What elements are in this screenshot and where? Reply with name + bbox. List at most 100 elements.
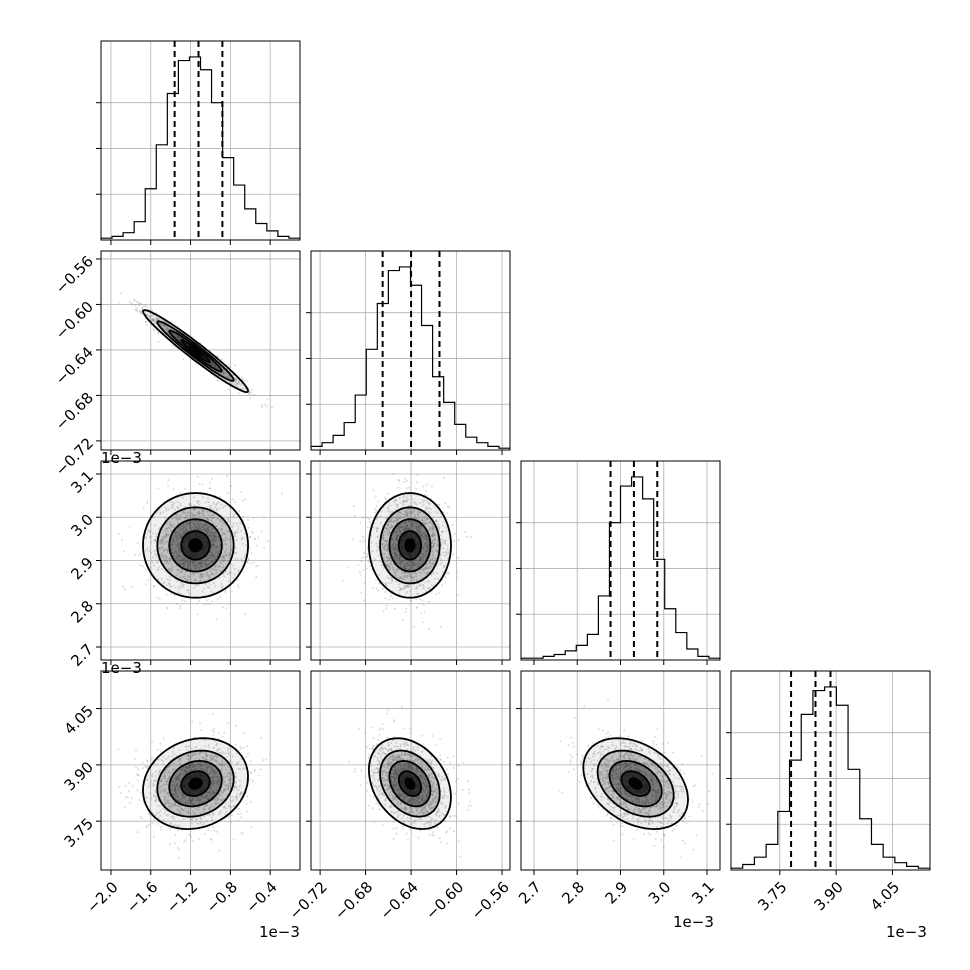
scatter-point: [191, 754, 194, 757]
scatter-point: [421, 532, 424, 535]
scatter-point: [164, 325, 167, 328]
scatter-point: [181, 584, 184, 587]
scatter-point: [397, 589, 400, 592]
scatter-point: [230, 377, 233, 380]
scatter-point: [193, 803, 195, 805]
scatter-point: [457, 593, 460, 596]
scatter-point: [231, 526, 234, 529]
scatter-point: [415, 598, 418, 601]
scatter-point: [390, 520, 393, 523]
scatter-point: [225, 569, 228, 572]
scatter-point: [248, 557, 250, 560]
scatter-point: [393, 555, 396, 558]
scatter-point: [216, 796, 219, 799]
scatter-point: [250, 562, 252, 565]
scatter-point: [395, 568, 398, 570]
scatter-point: [134, 304, 137, 307]
scatter-point: [176, 334, 179, 337]
scatter-point: [175, 555, 178, 558]
scatter-point: [222, 806, 225, 809]
scatter-point: [152, 318, 155, 321]
scatter-point: [222, 572, 225, 575]
scatter-point: [183, 810, 186, 812]
scatter-point: [232, 838, 235, 841]
scatter-point: [399, 532, 402, 535]
scatter-point: [266, 398, 269, 401]
scatter-point: [183, 563, 186, 566]
contour-line: [379, 506, 441, 585]
scatter-point: [222, 788, 225, 791]
scatter-point: [427, 587, 430, 590]
scatter-point: [448, 506, 451, 509]
scatter-point: [208, 575, 211, 578]
scatter-point: [166, 779, 169, 782]
scatter-point: [167, 805, 170, 808]
scatter-point: [202, 562, 205, 565]
scatter-point: [154, 800, 157, 803]
scatter-point: [416, 585, 419, 588]
scatter-point: [167, 550, 170, 553]
scatter-point: [225, 802, 228, 805]
scatter-point: [368, 517, 370, 520]
scatter-point: [394, 547, 397, 550]
scatter-point: [208, 562, 211, 565]
scatter-point: [214, 565, 217, 568]
scatter-point: [159, 513, 162, 516]
scatter-point: [225, 504, 228, 507]
scatter-point: [187, 564, 190, 566]
scatter-point: [406, 508, 408, 511]
scatter-point: [203, 796, 206, 799]
scatter-point: [393, 552, 396, 555]
scatter-point: [182, 564, 185, 567]
scatter-point: [206, 527, 209, 530]
scatter-point: [399, 532, 402, 534]
scatter-point: [224, 551, 226, 554]
scatter-point: [184, 557, 187, 560]
scatter-point: [163, 559, 166, 562]
scatter-point: [164, 528, 167, 531]
scatter-point: [144, 304, 147, 307]
scatter-point: [211, 553, 214, 556]
scatter-point: [421, 599, 424, 602]
scatter-point: [165, 533, 168, 536]
scatter-point: [266, 405, 269, 407]
scatter-point: [234, 378, 237, 381]
scatter-point: [180, 562, 183, 565]
scatter-point: [227, 364, 230, 367]
scatter-point: [385, 528, 388, 530]
scatter-point: [203, 769, 206, 771]
scatter-point: [224, 537, 227, 540]
scatter-point: [402, 502, 405, 505]
scatter-point: [414, 571, 417, 574]
scatter-point: [365, 556, 368, 559]
scatter-point: [402, 516, 405, 519]
scatter-point: [166, 780, 169, 783]
scatter-point: [210, 363, 213, 366]
scatter-point: [219, 780, 222, 783]
scatter-point: [223, 372, 226, 375]
scatter-point: [431, 534, 433, 536]
scatter-point: [406, 511, 409, 514]
scatter-point: [403, 527, 406, 529]
scatter-point: [98, 275, 100, 277]
scatter-point: [210, 788, 213, 791]
scatter-point: [207, 744, 210, 747]
scatter-point: [424, 537, 426, 540]
scatter-point: [404, 527, 407, 530]
scatter-point: [431, 540, 434, 543]
scatter-point: [399, 557, 402, 560]
scatter-point: [197, 525, 200, 528]
scatter-point: [227, 786, 229, 789]
scatter-point: [210, 556, 212, 559]
scatter-point: [436, 511, 439, 514]
scatter-point: [212, 747, 215, 750]
scatter-point: [221, 524, 224, 527]
scatter-point: [408, 512, 411, 514]
scatter-point: [170, 524, 173, 527]
scatter-point: [189, 504, 192, 507]
scatter-point: [152, 556, 155, 559]
scatter-point: [198, 600, 201, 603]
scatter-point: [405, 513, 408, 516]
scatter-point: [159, 322, 162, 325]
scatter-point: [415, 473, 418, 476]
